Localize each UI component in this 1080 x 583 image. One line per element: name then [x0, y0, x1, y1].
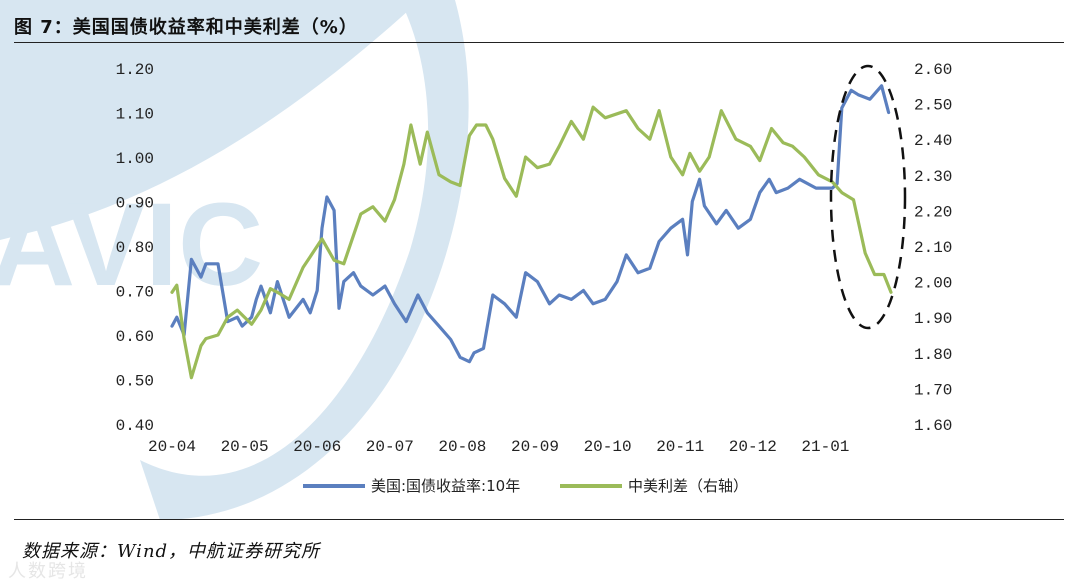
x-tick-label: 20-04	[148, 438, 196, 456]
bottom-rule	[14, 519, 1064, 520]
chart-axes: 0.40 0.50 0.60 0.70 0.80 0.90 1.00 1.10 1.20 1.60…	[116, 61, 953, 456]
y-left-tick-label: 1.20	[116, 61, 154, 79]
y-right-tick-label: 1.70	[914, 381, 952, 399]
y-right-tick-label: 1.60	[914, 417, 952, 435]
y-right-tick-label: 2.50	[914, 97, 952, 115]
y-right-tick-label: 2.20	[914, 203, 952, 221]
x-tick-label: 20-08	[438, 438, 486, 456]
x-tick-label: 20-09	[511, 438, 559, 456]
y-left-tick-label: 0.70	[116, 284, 154, 302]
x-tick-label: 20-05	[221, 438, 269, 456]
x-tick-label: 20-06	[293, 438, 341, 456]
chart-lines	[170, 84, 893, 380]
y-right-tick-label: 2.00	[914, 275, 952, 293]
chart-legend: 美国:国债收益率:10年 中美利差（右轴）	[303, 477, 748, 495]
y-left-tick-label: 0.90	[116, 195, 154, 213]
y-right-tick-label: 2.30	[914, 168, 952, 186]
legend-label-us: 美国:国债收益率:10年	[371, 477, 520, 495]
x-tick-label: 20-10	[584, 438, 632, 456]
y-left-tick-label: 0.80	[116, 239, 154, 257]
y-left-tick-label: 1.00	[116, 150, 154, 168]
y-right-tick-label: 2.10	[914, 239, 952, 257]
y-left-tick-label: 0.40	[116, 417, 154, 435]
series-line-us-10y-yield	[170, 84, 891, 364]
legend-label-spread: 中美利差（右轴）	[628, 477, 748, 495]
x-tick-label: 20-12	[729, 438, 777, 456]
x-tick-label: 21-01	[801, 438, 849, 456]
y-left-tick-label: 0.60	[116, 328, 154, 346]
y-right-tick-label: 2.40	[914, 132, 952, 150]
x-tick-label: 20-11	[656, 438, 704, 456]
x-tick-label: 20-07	[366, 438, 414, 456]
y-left-tick-label: 0.50	[116, 373, 154, 391]
series-line-china-us-spread	[170, 105, 893, 380]
y-right-tick-label: 1.90	[914, 310, 952, 328]
figure-title: 图 7：美国国债收益率和中美利差（%）	[14, 17, 358, 38]
highlight-ellipse	[829, 64, 907, 330]
y-right-tick-label: 2.60	[914, 61, 952, 79]
source-note: 数据来源：Wind，中航证券研究所	[22, 541, 321, 562]
top-rule	[14, 42, 1064, 43]
brand-watermark: 人数跨境	[8, 561, 88, 582]
y-left-tick-label: 1.10	[116, 106, 154, 124]
y-right-tick-label: 1.80	[914, 346, 952, 364]
